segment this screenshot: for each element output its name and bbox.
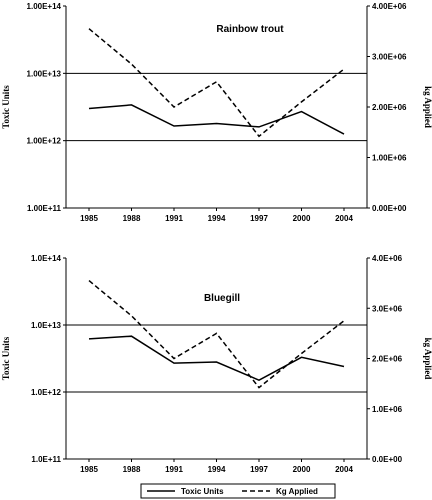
panel2-right-axis-title: kg Applied <box>423 338 432 380</box>
legend-label-toxic-units: Toxic Units <box>181 487 224 496</box>
panel2-right-tick-label-2: 2.0E+06 <box>372 355 403 364</box>
panel2-x-tick-label-1: 1988 <box>123 465 141 474</box>
panel1-x-tick-label-2: 1991 <box>165 214 183 223</box>
panel2-right-tick-label-1: 1.0E+06 <box>372 405 403 414</box>
panel2-right-tick-label-0: 0.0E+00 <box>372 455 403 464</box>
panel1-left-axis-title: Toxic Units <box>1 85 11 129</box>
panel2-x-tick-label-5: 2000 <box>293 465 311 474</box>
panel1-x-tick-label-1: 1988 <box>123 214 141 223</box>
panel1-left-tick-label-0: 1.00E+11 <box>27 204 62 213</box>
panel2-x-tick-label-3: 1994 <box>208 465 226 474</box>
panel1-x-tick-label-4: 1997 <box>250 214 268 223</box>
panel2-left-tick-label-1: 1.0E+12 <box>31 388 62 397</box>
panel2-x-tick-label-2: 1991 <box>165 465 183 474</box>
panel1-series-toxic-units-line <box>88 104 345 135</box>
panel1-left-tick-label-3: 1.00E+14 <box>27 2 62 11</box>
panel2-left-tick-label-2: 1.0E+13 <box>31 321 62 330</box>
panel1-right-tick-label-0: 0.00E+00 <box>372 204 407 213</box>
panel2-x-tick-label-6: 2004 <box>335 465 353 474</box>
panel1-x-tick-label-5: 2000 <box>293 214 311 223</box>
panel1-right-tick-label-1: 1.00E+06 <box>372 154 407 163</box>
panel1-right-tick-label-2: 2.00E+06 <box>372 103 407 112</box>
panel1-x-tick-label-0: 1985 <box>80 214 98 223</box>
panel2-right-tick-label-3: 3.0E+06 <box>372 304 403 313</box>
panel1-x-tick-label-3: 1994 <box>208 214 226 223</box>
panel2-right-tick-label-4: 4.0E+06 <box>372 254 403 263</box>
panel1-x-tick-label-6: 2004 <box>335 214 353 223</box>
panel2-x-tick-label-0: 1985 <box>80 465 98 474</box>
panel1-right-tick-label-4: 4.00E+06 <box>372 2 407 11</box>
panel2-x-tick-label-4: 1997 <box>250 465 268 474</box>
legend-box <box>140 483 336 499</box>
panel2-left-tick-label-3: 1.0E+14 <box>31 254 62 263</box>
legend-label-kg-applied: Kg Applied <box>276 487 318 496</box>
panel2-series-toxic-units-line <box>88 335 345 382</box>
panel2-title: Bluegill <box>204 293 240 304</box>
panel2-left-tick-label-0: 1.0E+11 <box>31 455 61 464</box>
panel2-left-axis-title: Toxic Units <box>1 336 11 380</box>
panel1-series-kg-applied-line <box>88 28 345 138</box>
panel1-right-tick-label-3: 3.00E+06 <box>372 53 407 62</box>
panel2-series-kg-applied-line <box>88 280 345 389</box>
panel1-left-tick-label-2: 1.00E+13 <box>27 69 62 78</box>
panel1-right-axis-title: kg Applied <box>423 86 432 128</box>
panel1-left-tick-label-1: 1.00E+12 <box>27 137 62 146</box>
panel1-title: Rainbow trout <box>216 24 284 35</box>
